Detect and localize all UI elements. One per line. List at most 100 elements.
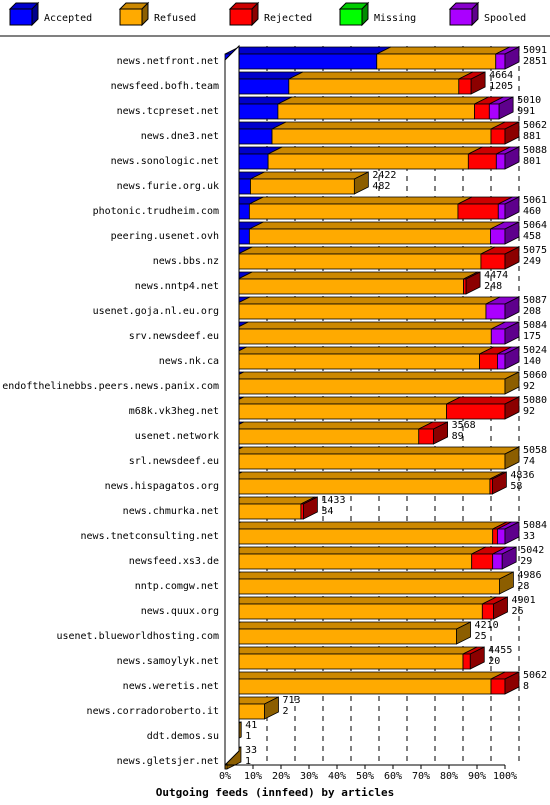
bar-accepted-value: 458 (523, 231, 541, 242)
bar-segment-refused (227, 471, 505, 495)
bar-side (456, 621, 471, 645)
bar-offered-value: 5060 (523, 370, 547, 381)
bar-side (504, 396, 520, 420)
bar-accepted-value: 29 (520, 556, 532, 567)
bar-segment-refused (277, 96, 489, 120)
row-label: news.samoylyk.net (117, 656, 219, 667)
row-label: news.bbs.nz (153, 256, 219, 267)
bar-face (474, 103, 490, 120)
bar-face (490, 128, 506, 145)
bar-side (504, 196, 520, 220)
legend-item-rejected: Rejected (228, 1, 312, 27)
bar-segment-refused (376, 46, 510, 70)
bar-top (225, 671, 506, 680)
bar-segment-refused (250, 171, 369, 195)
bar-face (471, 553, 494, 570)
legend-swatch (119, 8, 143, 26)
bar-accepted-value: 881 (523, 131, 541, 142)
bar-offered-value: 5061 (523, 195, 547, 206)
bar-accepted-value: 20 (488, 656, 500, 667)
axis: 0% 10% 20% 30% 40% 50% 60% 70% 80% 90% 100% (219, 44, 517, 782)
bar-offered-value: 4210 (475, 620, 499, 631)
x-tick-label: 100% (493, 771, 517, 782)
bar-segment-rejected (457, 196, 513, 220)
bar-offered-value: 33 (245, 745, 257, 756)
bar-top (232, 346, 494, 355)
bar-offered-value: 5084 (523, 520, 547, 531)
bar-face (288, 78, 460, 95)
row-label: news.chmurka.net (123, 506, 219, 517)
bar-offered-value: 4986 (517, 570, 541, 581)
bar-accepted-value: 249 (523, 256, 541, 267)
bar-accepted-value: 801 (523, 156, 541, 167)
bar-side (498, 96, 514, 120)
bar-accepted-value: 28 (517, 581, 529, 592)
legend-item-accepted: Accepted (8, 1, 92, 27)
bar-accepted-value: 89 (452, 431, 464, 442)
row-label: peering.usenet.ovh (111, 231, 219, 242)
bar-face (225, 653, 464, 670)
bar-accepted-value: 208 (523, 306, 541, 317)
bar-face (490, 228, 506, 245)
bar-side (504, 671, 520, 695)
bar-top (226, 596, 497, 605)
bar-face (277, 103, 475, 120)
bar-face (271, 128, 492, 145)
bar-side (504, 446, 520, 470)
bar-segment-accepted (224, 46, 391, 70)
bar-accepted-value: 1 (245, 756, 251, 767)
bar-top (235, 296, 501, 305)
bar-top (249, 221, 505, 230)
bar-face (462, 653, 471, 670)
bar-accepted-value: 8 (523, 681, 529, 692)
bar-accepted-value: 175 (523, 331, 541, 342)
bar-side (504, 521, 520, 545)
bar-face (225, 678, 492, 695)
bar-segment-rejected (471, 546, 507, 570)
bar-top (227, 471, 505, 480)
bar-face (229, 428, 420, 445)
bar-face (225, 578, 500, 595)
legend-swatch (9, 8, 33, 26)
x-tick-label: 0% (219, 771, 231, 782)
bar-face (467, 153, 497, 170)
bar-segment-refused (288, 71, 473, 95)
bar-face (497, 353, 506, 370)
bar-face (495, 153, 506, 170)
bar-top (226, 546, 486, 555)
bar-top (237, 271, 478, 280)
bar-face (458, 78, 472, 95)
bar-segment-refused (228, 446, 520, 470)
legend-label: Rejected (264, 13, 312, 24)
bar-side (353, 171, 369, 195)
bar-offered-value: 5087 (523, 295, 547, 306)
bar-face (485, 303, 506, 320)
row-label: news.tnetconsulting.net (81, 531, 219, 542)
bar-segment-rejected (446, 396, 520, 420)
bar-side (498, 571, 514, 595)
bar-offered-value: 4664 (489, 70, 513, 81)
bar-face (233, 328, 492, 345)
bar-top (376, 46, 510, 55)
bar-face (226, 528, 494, 545)
x-tick-label: 60% (384, 771, 402, 782)
legend-label: Refused (154, 13, 196, 24)
bar-face (248, 203, 459, 220)
bar-top (226, 621, 471, 630)
bar-offered-value: 5080 (523, 395, 547, 406)
bar-segment-refused (225, 621, 471, 645)
legend-label: Spooled (484, 13, 526, 24)
bar-side (504, 221, 520, 245)
bar-offered-value: 5075 (523, 245, 547, 256)
bar-accepted-value: 2851 (523, 56, 547, 67)
bar-face (479, 353, 498, 370)
bar-face (492, 528, 498, 545)
bar-offered-value: 1433 (321, 495, 345, 506)
